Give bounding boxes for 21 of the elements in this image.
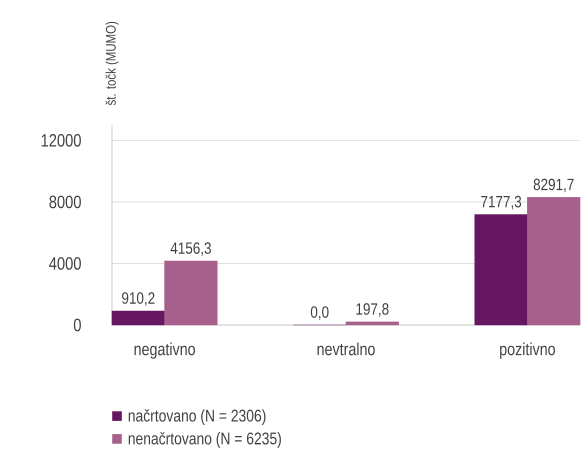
data-label: 197,8 (356, 303, 389, 317)
x-tick-label: pozitivno (500, 342, 555, 359)
data-label: 910,2 (122, 292, 154, 306)
bar (164, 260, 218, 326)
legend-label: načrtovano (N = 2306) (128, 409, 266, 426)
bar (112, 310, 165, 326)
bar (346, 322, 399, 326)
y-tick-label: 12000 (42, 134, 81, 147)
y-axis-title: št. točk (MUMO) (105, 22, 119, 106)
x-tick-label: nevtralno (318, 342, 375, 356)
y-tick-label: 4000 (49, 257, 81, 270)
legend-label: nenačrtovano (N = 6235) (128, 432, 281, 448)
bar (527, 197, 580, 326)
x-tick-label: negativno (134, 342, 195, 359)
data-label: 8291,7 (534, 178, 574, 192)
y-tick-label: 0 (74, 318, 81, 332)
y-tick-label: 8000 (49, 196, 81, 208)
data-label: 4156,3 (170, 242, 211, 256)
data-label: 7177,3 (481, 196, 522, 210)
bar (474, 214, 528, 326)
data-label: 0,0 (310, 306, 329, 320)
